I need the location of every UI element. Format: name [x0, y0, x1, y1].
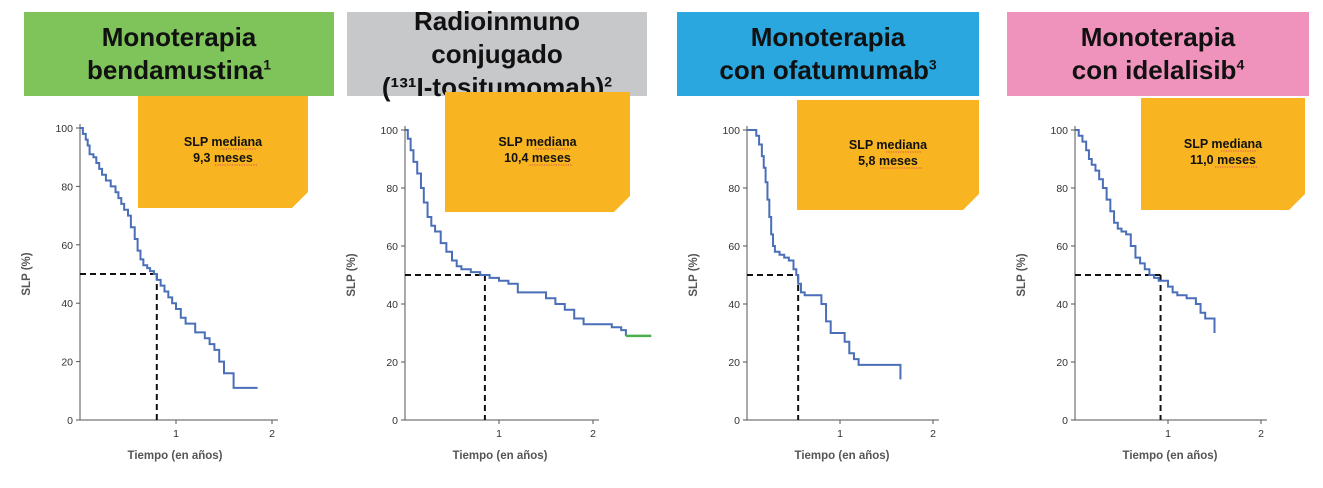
- header-line2: con ofatumumab: [719, 55, 929, 85]
- header-line2: con idelalisib: [1071, 55, 1237, 85]
- callout-label: SLP mediana: [1184, 137, 1263, 151]
- panel-tositumomab: Radioinmuno conjugado (¹³¹I-tositumomab)…: [345, 0, 665, 488]
- x-tick-label: 1: [173, 428, 179, 440]
- y-tick-label: 40: [1056, 299, 1068, 311]
- y-axis-title: SLP (%): [346, 253, 358, 296]
- header-footnote: 1: [263, 56, 272, 73]
- x-tick-label: 1: [837, 428, 843, 440]
- survival-curve: [405, 129, 627, 336]
- panel-header: Radioinmuno conjugado (¹³¹I-tositumomab)…: [347, 6, 647, 102]
- callout-label: SLP mediana: [498, 135, 577, 149]
- y-tick-label: 0: [392, 415, 398, 427]
- survival-curve: [80, 127, 258, 389]
- panel-ofatumumab: Monoterapia con ofatumumab3 SLP mediana 5…: [675, 0, 995, 488]
- header-line2: bendamustina: [86, 55, 264, 85]
- x-tick-label: 2: [1258, 428, 1264, 440]
- y-tick-label: 0: [1062, 415, 1068, 427]
- y-tick-label: 100: [722, 125, 740, 137]
- x-axis-title: Tiempo (en años): [128, 450, 223, 462]
- y-tick-label: 80: [728, 183, 740, 195]
- header-footnote: 4: [1236, 56, 1245, 73]
- y-tick-label: 40: [386, 299, 398, 311]
- y-tick-label: 60: [386, 241, 398, 253]
- header-line1: Monoterapia: [101, 22, 257, 52]
- x-axis-title: Tiempo (en años): [1123, 450, 1218, 462]
- header-footnote: 2: [604, 72, 613, 89]
- y-axis-title: SLP (%): [688, 253, 700, 296]
- y-tick-label: 20: [386, 357, 398, 369]
- y-tick-label: 40: [728, 299, 740, 311]
- y-tick-label: 80: [61, 181, 73, 193]
- header-line1: Radioinmuno conjugado: [413, 5, 581, 69]
- km-chart: SLP mediana 5,8 meses 100 80 60 40 20 0 1 2 Tiempo…: [688, 100, 979, 462]
- panel-header: Monoterapia con ofatumumab3: [677, 12, 979, 96]
- y-tick-label: 100: [55, 123, 73, 135]
- median-callout-box: [138, 96, 308, 208]
- y-tick-label: 80: [1056, 183, 1068, 195]
- y-tick-label: 60: [1056, 241, 1068, 253]
- x-axis-title: Tiempo (en años): [453, 450, 548, 462]
- panel-header: Monoterapia con idelalisib4: [1007, 12, 1309, 96]
- y-tick-label: 100: [1050, 125, 1068, 137]
- x-tick-label: 1: [1165, 428, 1171, 440]
- header-line1: Monoterapia: [750, 22, 906, 52]
- y-tick-label: 40: [61, 298, 73, 310]
- x-tick-label: 2: [590, 428, 596, 440]
- survival-curve: [1075, 129, 1216, 333]
- y-tick-label: 20: [1056, 357, 1068, 369]
- y-tick-label: 0: [734, 415, 740, 427]
- y-tick-label: 100: [380, 125, 398, 137]
- callout-label: SLP mediana: [849, 138, 928, 152]
- callout-value: 5,8 meses: [858, 154, 918, 168]
- x-axis-title: Tiempo (en años): [795, 450, 890, 462]
- y-tick-label: 0: [67, 415, 73, 427]
- callout-label: SLP mediana: [184, 135, 263, 149]
- y-tick-label: 20: [61, 357, 73, 369]
- callout-value: 11,0 meses: [1190, 153, 1256, 167]
- survival-curve: [747, 129, 902, 380]
- km-chart: SLP mediana 9,3 meses 100 80 60 40 20 0 1 2 Tiempo…: [21, 96, 308, 462]
- y-axis-title: SLP (%): [21, 252, 33, 295]
- x-tick-label: 2: [930, 428, 936, 440]
- y-tick-label: 80: [386, 183, 398, 195]
- km-chart: SLP mediana 11,0 meses 100 80 60 40 20 0 1 2 Tiemp…: [1016, 98, 1305, 462]
- median-callout-box: [445, 92, 630, 212]
- median-callout-box: [1141, 98, 1305, 210]
- y-tick-label: 20: [728, 357, 740, 369]
- panel-bendamustina: Monoterapia bendamustina1 SLP mediana 9,3…: [20, 0, 340, 488]
- x-tick-label: 1: [496, 428, 502, 440]
- panel-header: Monoterapia bendamustina1: [24, 12, 334, 96]
- panel-idelalisib: Monoterapia con idelalisib4 SLP mediana 1…: [1003, 0, 1323, 488]
- header-line1: Monoterapia: [1080, 22, 1236, 52]
- km-chart: SLP mediana 10,4 meses 100 80 60 40 20 0 1 2 Tiemp…: [346, 92, 652, 462]
- y-tick-label: 60: [728, 241, 740, 253]
- median-callout-box: [797, 100, 979, 210]
- y-axis-title: SLP (%): [1016, 253, 1028, 296]
- callout-value: 9,3 meses: [193, 151, 253, 165]
- callout-value: 10,4 meses: [504, 151, 571, 165]
- header-footnote: 3: [928, 56, 937, 73]
- x-tick-label: 2: [269, 428, 275, 440]
- y-tick-label: 60: [61, 240, 73, 252]
